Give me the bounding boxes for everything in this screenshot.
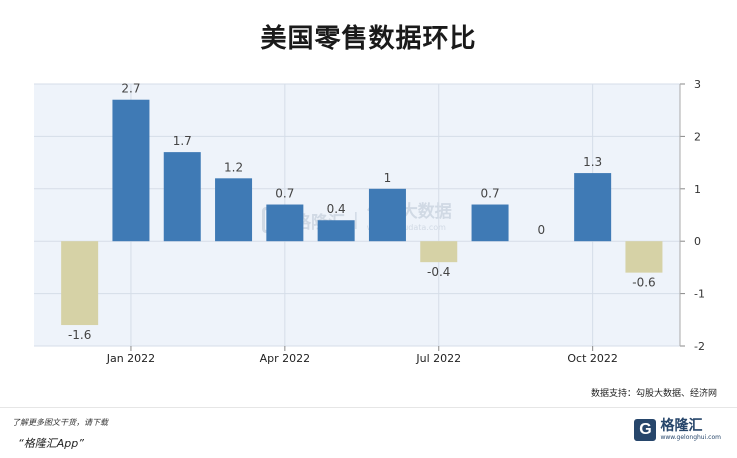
bar xyxy=(574,173,612,242)
footer-note: 了解更多图文干货，请下载 xyxy=(12,418,108,427)
data-label: 1 xyxy=(384,171,392,185)
y-tick-label: -2 xyxy=(694,340,705,353)
bar xyxy=(420,241,458,263)
watermark-separator: | xyxy=(353,210,359,230)
data-label: 1.2 xyxy=(224,160,243,174)
y-tick-label: 0 xyxy=(694,235,701,248)
brand-logo-text: 格隆汇 www.gelonghui.com xyxy=(660,418,721,442)
x-tick-label: Jul 2022 xyxy=(415,352,461,365)
x-tick-label: Jan 2022 xyxy=(106,352,155,365)
source-note: 数据支持：勾股大数据、经济网 xyxy=(590,389,717,399)
bar xyxy=(471,204,509,242)
bar xyxy=(368,188,406,242)
data-label: -0.4 xyxy=(427,265,450,279)
x-tick-label: Apr 2022 xyxy=(260,352,311,365)
footer-app-name[interactable]: “格隆汇App” xyxy=(18,437,84,450)
y-tick-label: 3 xyxy=(694,78,701,91)
bar xyxy=(625,241,663,273)
y-tick-label: -1 xyxy=(694,288,705,301)
brand-logo-icon: G xyxy=(634,419,657,441)
brand-name: 格隆汇 xyxy=(660,418,703,434)
bar xyxy=(163,152,201,242)
bar xyxy=(317,220,355,242)
chart-title: 美国零售数据环比 xyxy=(260,24,477,54)
bar xyxy=(112,99,150,242)
data-label: 0.7 xyxy=(275,187,294,201)
brand-logo[interactable]: G 格隆汇 www.gelonghui.com xyxy=(634,418,721,442)
watermark-url: www.gogudata.com xyxy=(366,223,446,232)
data-label: 1.3 xyxy=(583,155,602,169)
bar xyxy=(61,241,99,326)
y-tick-label: 1 xyxy=(694,183,701,196)
data-label: -0.6 xyxy=(632,276,655,290)
bar xyxy=(215,178,253,242)
data-label: 0.7 xyxy=(481,187,500,201)
bar xyxy=(266,204,304,242)
data-label: 0.4 xyxy=(327,202,346,216)
data-label: -1.6 xyxy=(68,328,91,342)
data-label: 2.7 xyxy=(121,82,140,96)
brand-url: www.gelonghui.com xyxy=(660,434,721,441)
y-tick-label: 2 xyxy=(694,130,701,143)
data-label: 0 xyxy=(538,223,546,237)
x-tick-label: Oct 2022 xyxy=(567,352,618,365)
data-label: 1.7 xyxy=(173,134,192,148)
footer: 了解更多图文干货，请下载 “格隆汇App” G 格隆汇 www.gelonghu… xyxy=(0,407,737,458)
